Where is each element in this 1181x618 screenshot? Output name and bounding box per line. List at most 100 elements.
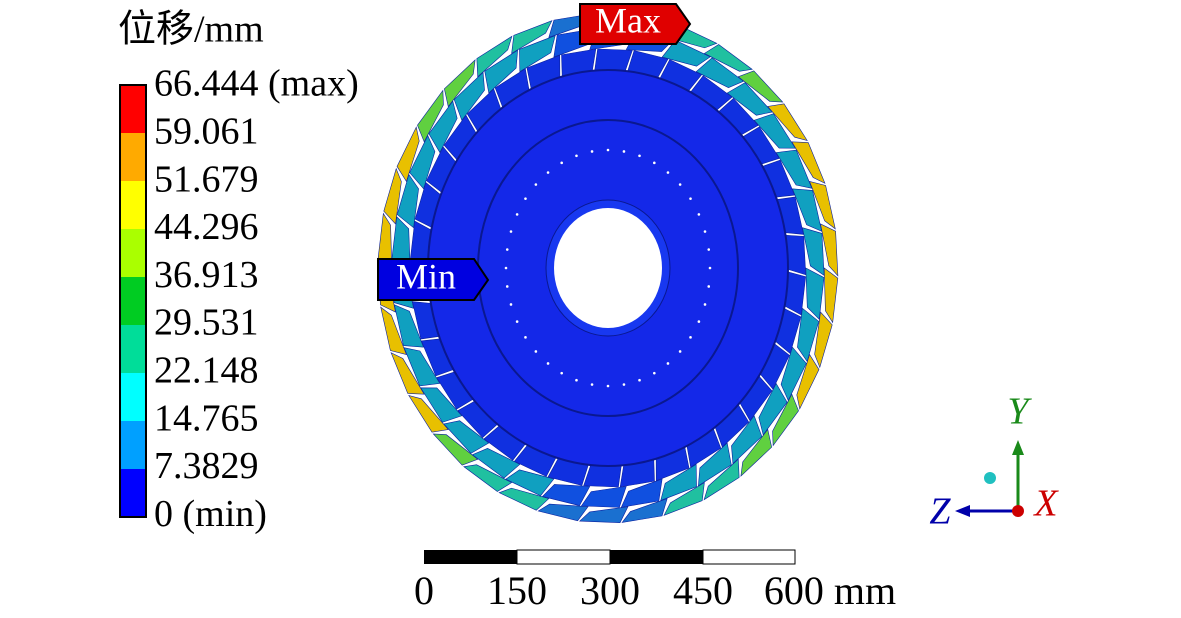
legend-frame bbox=[119, 84, 147, 518]
band bbox=[120, 469, 146, 517]
blade bbox=[383, 167, 402, 225]
blade bbox=[767, 103, 808, 141]
blade bbox=[471, 447, 521, 479]
bolt-hole bbox=[515, 320, 519, 323]
blade bbox=[476, 35, 513, 78]
bolt-hole bbox=[546, 171, 550, 174]
blade bbox=[661, 39, 711, 67]
min-tag: Min bbox=[377, 256, 490, 301]
bolt-hole bbox=[703, 230, 707, 233]
bolt-hole bbox=[575, 378, 578, 382]
bolt-hole bbox=[653, 161, 656, 165]
blade bbox=[444, 59, 476, 108]
bolt-hole bbox=[590, 150, 594, 153]
blade bbox=[408, 395, 449, 433]
bolt-hole bbox=[666, 362, 670, 365]
blade bbox=[432, 433, 479, 466]
bolt-hole bbox=[505, 248, 509, 251]
scale-segment bbox=[424, 550, 517, 564]
band bbox=[120, 325, 146, 373]
scale-label: 600 mm bbox=[764, 568, 896, 613]
bolt-hole bbox=[689, 197, 692, 200]
scale-label: 300 bbox=[580, 568, 640, 613]
scale-label: 450 bbox=[673, 568, 733, 613]
legend-label: 66.444 (max) bbox=[154, 63, 359, 105]
blade bbox=[809, 180, 836, 230]
blade bbox=[758, 382, 788, 436]
blade bbox=[396, 126, 420, 183]
band bbox=[120, 133, 146, 181]
bolt-hole bbox=[524, 197, 527, 200]
scale-label: 0 bbox=[414, 568, 434, 613]
blade bbox=[772, 393, 799, 447]
legend-label: 51.679 bbox=[154, 158, 259, 200]
color-legend bbox=[119, 84, 147, 518]
scale-segment bbox=[516, 549, 611, 565]
band bbox=[120, 421, 146, 469]
bolt-hole bbox=[678, 350, 682, 353]
arrow bbox=[955, 505, 970, 517]
blade bbox=[505, 469, 555, 497]
bolt-hole bbox=[504, 266, 508, 270]
disc-model bbox=[377, 13, 839, 523]
bolt-hole bbox=[707, 248, 711, 251]
bolt-hole bbox=[697, 320, 701, 323]
bolt-hole bbox=[509, 303, 513, 306]
blade bbox=[740, 428, 772, 477]
bolt-hole bbox=[560, 371, 563, 375]
blade bbox=[805, 267, 825, 320]
bolt-hole bbox=[534, 350, 538, 353]
bolt-hole bbox=[509, 230, 513, 233]
bolt-hole bbox=[638, 154, 641, 158]
blade bbox=[791, 141, 826, 184]
blade bbox=[537, 503, 589, 522]
bolt-hole bbox=[606, 384, 610, 388]
blade bbox=[580, 485, 627, 508]
bolt-hole bbox=[666, 171, 670, 174]
bolt-hole bbox=[689, 336, 692, 339]
blade bbox=[428, 100, 458, 154]
blade bbox=[380, 306, 407, 356]
blade bbox=[660, 463, 697, 501]
legend-label: 29.531 bbox=[154, 302, 259, 344]
blade bbox=[463, 464, 513, 492]
arrow bbox=[1012, 440, 1024, 455]
band bbox=[120, 277, 146, 325]
tag-shape bbox=[377, 258, 490, 301]
legend-label: 0 (min) bbox=[154, 493, 267, 535]
view-dot bbox=[984, 472, 996, 484]
axis-triad: Y Z X bbox=[929, 391, 1059, 533]
legend-label: 59.061 bbox=[154, 111, 259, 153]
blade bbox=[802, 227, 825, 276]
x-axis bbox=[1012, 505, 1024, 517]
blade bbox=[796, 353, 820, 410]
bolt-hole bbox=[707, 285, 711, 288]
bolt-hole bbox=[505, 285, 509, 288]
blade bbox=[663, 482, 705, 516]
blade bbox=[695, 57, 745, 89]
blade bbox=[731, 415, 763, 465]
blade bbox=[753, 113, 796, 149]
blade bbox=[390, 352, 425, 395]
blade bbox=[541, 484, 591, 506]
bolt-hole bbox=[606, 148, 610, 152]
blade bbox=[393, 304, 425, 348]
blade bbox=[484, 49, 518, 94]
bolt-hole bbox=[638, 378, 641, 382]
band bbox=[120, 229, 146, 277]
blade bbox=[797, 307, 820, 363]
blade bbox=[396, 173, 419, 229]
bolt-hole bbox=[678, 183, 682, 186]
blade bbox=[409, 134, 436, 190]
max-label: Max bbox=[595, 0, 661, 40]
legend-label: 36.913 bbox=[154, 254, 259, 296]
scale-label: 150 bbox=[487, 568, 547, 613]
bore bbox=[554, 208, 662, 328]
bolt-hole bbox=[653, 371, 656, 375]
min-label: Min bbox=[396, 256, 456, 296]
blade bbox=[791, 188, 823, 232]
blade bbox=[511, 20, 553, 54]
bolt-hole bbox=[708, 266, 712, 270]
blade bbox=[775, 149, 813, 189]
